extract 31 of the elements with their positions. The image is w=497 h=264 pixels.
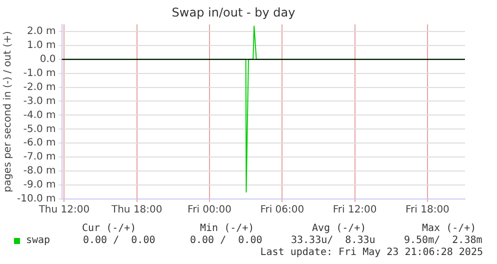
text: Avg (-/+)	[312, 223, 366, 234]
x-tick-label: Fri 12:00	[332, 204, 377, 216]
text: 33.33u/ 8.33u	[291, 235, 376, 246]
y-tick-label: -7.0 m	[23, 152, 56, 163]
y-tick-label: 2.0 m	[26, 26, 56, 37]
y-tick-label: -6.0 m	[23, 138, 56, 149]
y-tick-label: -10.0 m	[16, 194, 56, 205]
text: Max (-/+)	[422, 223, 476, 234]
text: 9.50m/ 2.38m	[404, 235, 482, 246]
x-tick-label: Thu 18:00	[110, 204, 162, 216]
text: 0.00 / 0.00	[190, 235, 262, 246]
y-tick-label: -5.0 m	[23, 124, 56, 135]
x-tick-label: Fri 06:00	[260, 204, 304, 216]
x-tick-label: Fri 00:00	[188, 204, 232, 216]
y-tick-label: -1.0 m	[23, 68, 56, 79]
legend-label: swap	[26, 235, 50, 246]
y-axis-title: pages per second in (-) / out (+)	[2, 31, 14, 192]
y-tick-label: -3.0 m	[23, 96, 56, 107]
text: Last update: Fri May 23 21:06:28 2025	[260, 247, 483, 258]
y-tick-label: 1.0 m	[26, 40, 56, 51]
y-tick-label: 0.0	[40, 54, 56, 65]
y-tick-label: -4.0 m	[23, 110, 56, 121]
text: Cur (-/+)	[82, 223, 136, 234]
y-tick-label: -9.0 m	[23, 180, 56, 191]
y-tick-label: -2.0 m	[23, 82, 56, 93]
chart-title: Swap in/out - by day	[172, 5, 296, 20]
x-tick-label: Fri 18:00	[406, 204, 450, 216]
text: Min (-/+)	[200, 223, 254, 234]
y-tick-label: -8.0 m	[23, 166, 56, 177]
x-tick-label: Thu 12:00	[38, 204, 90, 216]
text: 0.00 / 0.00	[83, 235, 156, 246]
